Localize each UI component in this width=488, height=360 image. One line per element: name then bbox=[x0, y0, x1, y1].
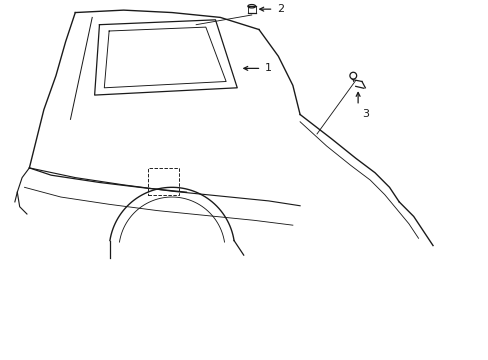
Text: 3: 3 bbox=[361, 109, 368, 119]
Text: 1: 1 bbox=[264, 63, 271, 73]
Bar bbox=[147, 168, 179, 195]
Text: 2: 2 bbox=[276, 4, 284, 14]
